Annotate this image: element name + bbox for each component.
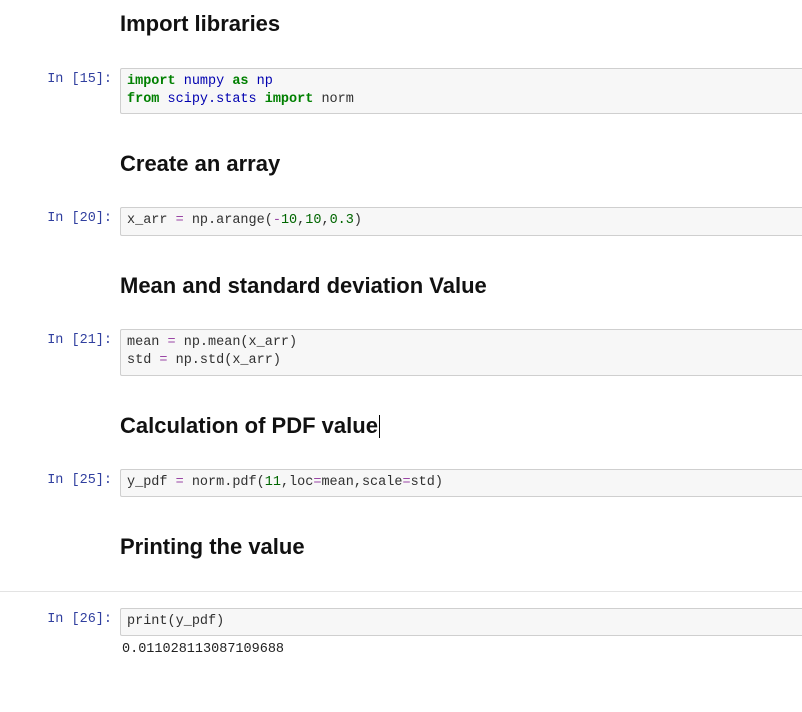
stdout-text: 0.011028113087109688 xyxy=(120,636,802,657)
code-input-area[interactable]: y_pdf = norm.pdf(11,loc=mean,scale=std) xyxy=(120,469,802,497)
code-token: norm.pdf( xyxy=(192,475,265,490)
notebook: .Import librariesIn [15]:import numpy as… xyxy=(0,0,802,685)
markdown-cell[interactable]: .Create an array xyxy=(0,140,802,192)
heading-text[interactable]: Mean and standard deviation Value xyxy=(120,262,802,314)
code-cell[interactable]: In [20]: x_arr = np.arange(-10,10,0.3) xyxy=(0,207,802,235)
heading-text[interactable]: Printing the value xyxy=(120,523,802,575)
code-token: np xyxy=(257,74,273,89)
code-input-area[interactable]: mean = np.mean(x_arr) std = np.std(x_arr… xyxy=(120,329,802,375)
code-token: np.arange( xyxy=(192,213,273,228)
code-token: - xyxy=(273,213,281,228)
code-token: 10 xyxy=(305,213,321,228)
code-cell[interactable]: In [26]: print(y_pdf) xyxy=(0,608,802,636)
code-token: mean xyxy=(127,335,168,350)
code-token: import xyxy=(265,92,322,107)
input-prompt: In [25]: xyxy=(0,469,120,497)
code-token: ) xyxy=(354,213,362,228)
code-token: 0.3 xyxy=(330,213,354,228)
code-token: np.mean(x_arr) xyxy=(184,335,297,350)
code-cell[interactable]: In [25]:y_pdf = norm.pdf(11,loc=mean,sca… xyxy=(0,469,802,497)
code-source[interactable]: y_pdf = norm.pdf(11,loc=mean,scale=std) xyxy=(127,474,796,492)
code-token: numpy xyxy=(184,74,233,89)
code-token: , xyxy=(321,213,329,228)
prompt-spacer: . xyxy=(0,523,120,575)
heading-text[interactable]: Calculation of PDF value xyxy=(120,402,802,454)
code-token: = xyxy=(159,353,175,368)
code-token: np.std(x_arr) xyxy=(176,353,281,368)
code-token: = xyxy=(176,475,192,490)
input-prompt: In [26]: xyxy=(0,608,120,636)
prompt-spacer: . xyxy=(0,140,120,192)
code-token: ,loc xyxy=(281,475,313,490)
code-source[interactable]: mean = np.mean(x_arr) std = np.std(x_arr… xyxy=(127,334,796,370)
cell-content: y_pdf = norm.pdf(11,loc=mean,scale=std) xyxy=(120,469,802,497)
code-token: print xyxy=(127,614,168,629)
input-prompt: In [15]: xyxy=(0,68,120,114)
code-token: as xyxy=(232,74,256,89)
code-token: scipy.stats xyxy=(168,92,265,107)
prompt-spacer: . xyxy=(0,636,120,659)
markdown-cell[interactable]: .Printing the value xyxy=(0,523,802,575)
code-token: 10 xyxy=(281,213,297,228)
input-prompt: In [21]: xyxy=(0,329,120,375)
code-token: 11 xyxy=(265,475,281,490)
heading-text[interactable]: Create an array xyxy=(120,140,802,192)
code-cell[interactable]: In [15]:import numpy as np from scipy.st… xyxy=(0,68,802,114)
cell-content: Calculation of PDF value xyxy=(120,402,802,454)
cell-content: Printing the value xyxy=(120,523,802,575)
input-prompt: In [20]: xyxy=(0,207,120,235)
cell-content: Create an array xyxy=(120,140,802,192)
code-cell[interactable]: In [21]:mean = np.mean(x_arr) std = np.s… xyxy=(0,329,802,375)
code-token: std xyxy=(127,353,159,368)
code-source[interactable]: print(y_pdf) xyxy=(127,613,796,631)
markdown-cell[interactable]: .Mean and standard deviation Value xyxy=(0,262,802,314)
cell-content: import numpy as np from scipy.stats impo… xyxy=(120,68,802,114)
heading-text[interactable]: Import libraries xyxy=(120,0,802,52)
prompt-spacer: . xyxy=(0,262,120,314)
code-token: import xyxy=(127,74,184,89)
cell-content: Mean and standard deviation Value xyxy=(120,262,802,314)
code-token: from xyxy=(127,92,168,107)
code-token: std) xyxy=(411,475,443,490)
code-token: (y_pdf) xyxy=(168,614,225,629)
code-token: = xyxy=(176,213,192,228)
prompt-spacer: . xyxy=(0,402,120,454)
code-source[interactable]: x_arr = np.arange(-10,10,0.3) xyxy=(127,212,796,230)
code-token: = xyxy=(402,475,410,490)
cell-content: mean = np.mean(x_arr) std = np.std(x_arr… xyxy=(120,329,802,375)
cell-content: print(y_pdf) xyxy=(120,608,802,636)
code-token: norm xyxy=(321,92,353,107)
code-token: mean,scale xyxy=(321,475,402,490)
markdown-cell[interactable]: .Import libraries xyxy=(0,0,802,52)
code-token: x_arr xyxy=(127,213,176,228)
code-input-area[interactable]: x_arr = np.arange(-10,10,0.3) xyxy=(120,207,802,235)
prompt-spacer: . xyxy=(0,0,120,52)
cell-content: x_arr = np.arange(-10,10,0.3) xyxy=(120,207,802,235)
code-token: = xyxy=(168,335,184,350)
code-token: y_pdf xyxy=(127,475,176,490)
code-input-area[interactable]: print(y_pdf) xyxy=(120,608,802,636)
output-cell: .0.011028113087109688 xyxy=(0,636,802,659)
markdown-cell[interactable]: .Calculation of PDF value xyxy=(0,402,802,454)
code-input-area[interactable]: import numpy as np from scipy.stats impo… xyxy=(120,68,802,114)
code-source[interactable]: import numpy as np from scipy.stats impo… xyxy=(127,73,796,109)
cell-content: Import libraries xyxy=(120,0,802,52)
